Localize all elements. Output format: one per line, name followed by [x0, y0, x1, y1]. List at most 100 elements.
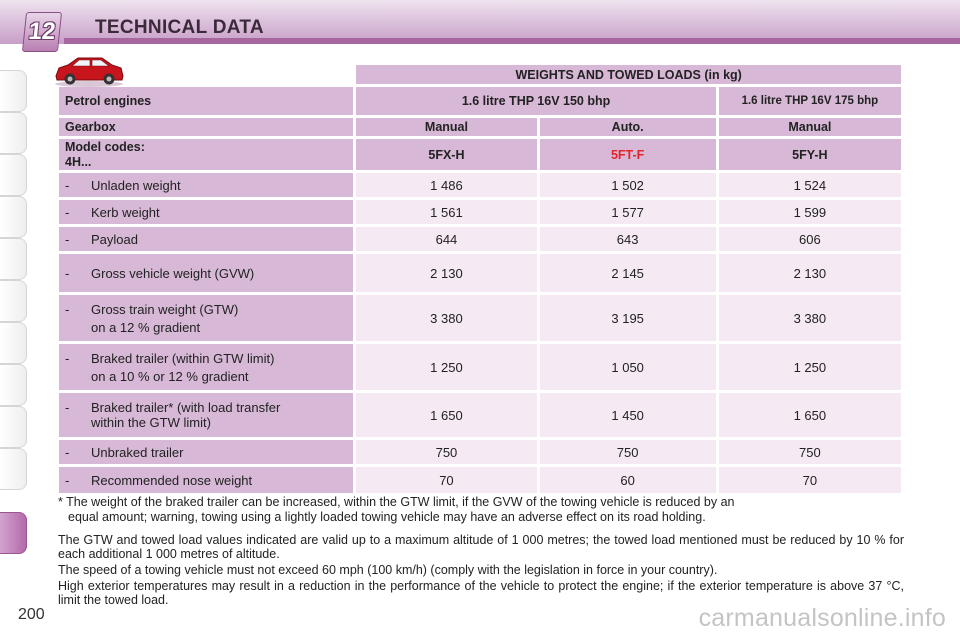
table-cell: 1 502: [539, 173, 716, 197]
chapter-tab[interactable]: [0, 448, 27, 490]
row-label: - Braked trailer (within GTW limit) on a 1…: [59, 344, 354, 390]
model-code-highlighted: 5FT-F: [539, 139, 716, 170]
table-row: - Payload 644 643 606: [59, 227, 901, 251]
table-cell: 2 130: [356, 254, 537, 292]
row-label-line1: Recommended nose weight: [91, 472, 253, 488]
footnote-line1: The weight of the braked trailer can be …: [66, 495, 735, 509]
table-cell: 2 145: [539, 254, 716, 292]
table-cell: 3 380: [356, 295, 537, 341]
chapter-tab[interactable]: [0, 154, 27, 196]
table-cell: 3 195: [539, 295, 716, 341]
chapter-tab[interactable]: [0, 70, 27, 112]
row-bullet: -: [65, 177, 70, 193]
watermark: carmanualsonline.info: [698, 604, 946, 632]
row-label: - Unbraked trailer: [59, 440, 354, 464]
row-label-line1: Unladen weight: [91, 177, 181, 193]
row-bullet: -: [65, 301, 70, 317]
row-label-line1: Braked trailer (within GTW limit): [91, 350, 275, 366]
temperature-paragraph: High exterior temperatures may result in…: [58, 579, 904, 607]
table-cell: 1 450: [539, 393, 716, 437]
row-label: - Kerb weight: [59, 200, 354, 224]
table-cell: 1 250: [356, 344, 537, 390]
page-title: TECHNICAL DATA: [95, 17, 264, 38]
chapter-tabs: [0, 60, 30, 620]
gearbox-value: Auto.: [539, 118, 716, 136]
engines-label: Petrol engines: [59, 87, 354, 115]
row-label-line1: Gross vehicle weight (GVW): [91, 265, 255, 281]
table-cell: 1 650: [718, 393, 901, 437]
chapter-tab[interactable]: [0, 406, 27, 448]
gearbox-value: Manual: [356, 118, 537, 136]
table-cell: 70: [718, 467, 901, 493]
table-cell: 644: [356, 227, 537, 251]
row-label: - Payload: [59, 227, 354, 251]
row-bullet: -: [65, 204, 70, 220]
row-label: - Gross vehicle weight (GVW): [59, 254, 354, 292]
table-row: - Braked trailer* (with load transfer with…: [59, 393, 901, 437]
table-cell: 1 577: [539, 200, 716, 224]
chapter-tab[interactable]: [0, 280, 27, 322]
table-cell: 750: [539, 440, 716, 464]
table-cell: 1 050: [539, 344, 716, 390]
model-codes-label: Model codes: 4H...: [59, 139, 354, 170]
table-cell: 60: [539, 467, 716, 493]
table-body: - Unladen weight 1 486 1 502 1 524 - Kerb weig…: [59, 173, 901, 493]
row-label: - Braked trailer* (with load transfer with…: [59, 393, 354, 437]
chapter-tab[interactable]: [0, 322, 27, 364]
table-cell: 750: [356, 440, 537, 464]
engine-150-header: 1.6 litre THP 16V 150 bhp: [356, 87, 716, 115]
table-cell: 1 524: [718, 173, 901, 197]
table-cell: 606: [718, 227, 901, 251]
chapter-badge: 12: [21, 12, 63, 52]
table-cell: 750: [718, 440, 901, 464]
row-label-line2: on a 10 % or 12 % gradient: [91, 368, 249, 384]
row-bullet: -: [65, 231, 70, 247]
table-cell: 1 561: [356, 200, 537, 224]
row-bullet: -: [65, 472, 70, 488]
row-label: - Unladen weight: [59, 173, 354, 197]
model-codes-label-line1: Model codes:: [65, 139, 145, 154]
chapter-tab-active[interactable]: [0, 512, 27, 554]
chapter-tab[interactable]: [0, 112, 27, 154]
table-cell: 643: [539, 227, 716, 251]
altitude-paragraph: The GTW and towed load values indicated …: [58, 533, 904, 561]
footnote-line2: equal amount; warning, towing using a li…: [68, 510, 706, 524]
row-bullet: -: [65, 350, 70, 366]
row-label-line1: Gross train weight (GTW): [91, 301, 239, 317]
table-row: - Gross train weight (GTW) on a 12 % gradi…: [59, 295, 901, 341]
header-band: [0, 0, 960, 44]
row-label-line1: Kerb weight: [91, 204, 160, 220]
chapter-tab[interactable]: [0, 364, 27, 406]
model-code: 5FX-H: [356, 139, 537, 170]
table-title: WEIGHTS AND TOWED LOADS (in kg): [356, 65, 901, 84]
row-bullet: -: [65, 444, 70, 460]
row-label-line2: on a 12 % gradient: [91, 319, 201, 335]
table-cell: 1 486: [356, 173, 537, 197]
table-cell: 1 650: [356, 393, 537, 437]
gearbox-value: Manual: [718, 118, 901, 136]
table-cell: 1 599: [718, 200, 901, 224]
table-cell: 2 130: [718, 254, 901, 292]
chapter-tab[interactable]: [0, 238, 27, 280]
chapter-tab[interactable]: [0, 196, 27, 238]
footnote: * The weight of the braked trailer can b…: [58, 495, 904, 525]
car-icon: [55, 57, 124, 87]
table-row: - Unladen weight 1 486 1 502 1 524: [59, 173, 901, 197]
engine-175-header: 1.6 litre THP 16V 175 bhp: [718, 87, 901, 115]
header-accent-bar: [64, 38, 960, 44]
row-label-line2: within the GTW limit): [91, 415, 211, 430]
footnote-star: *: [58, 495, 63, 509]
table-cell: 3 380: [718, 295, 901, 341]
row-bullet: -: [65, 265, 70, 281]
table-row: - Recommended nose weight 70 60 70: [59, 467, 901, 493]
speed-paragraph: The speed of a towing vehicle must not e…: [58, 563, 718, 577]
row-label-line1: Braked trailer* (with load transfer: [91, 400, 281, 415]
row-label: - Gross train weight (GTW) on a 12 % gradi…: [59, 295, 354, 341]
table-row: - Kerb weight 1 561 1 577 1 599: [59, 200, 901, 224]
row-label-line1: Payload: [91, 231, 138, 247]
row-label-line1: Unbraked trailer: [91, 444, 184, 460]
row-bullet: -: [65, 400, 70, 415]
row-label: - Recommended nose weight: [59, 467, 354, 493]
table-row: - Braked trailer (within GTW limit) on a 1…: [59, 344, 901, 390]
model-code: 5FY-H: [718, 139, 901, 170]
